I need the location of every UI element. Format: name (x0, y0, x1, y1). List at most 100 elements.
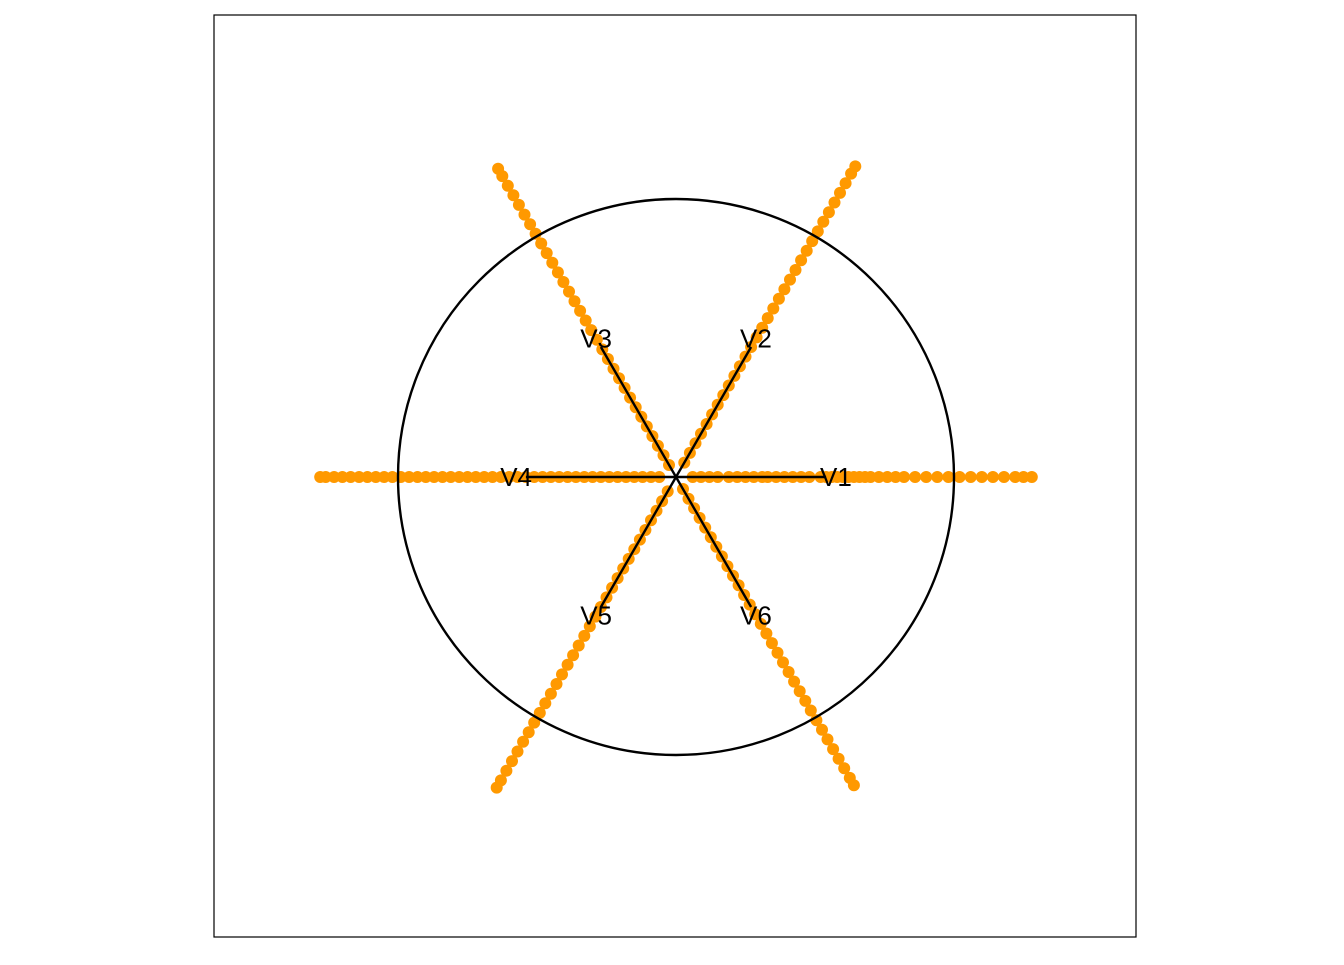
data-point (898, 471, 910, 483)
data-point (998, 471, 1010, 483)
data-point (579, 314, 592, 327)
data-point (804, 704, 817, 717)
data-point (816, 723, 828, 736)
variable-axis-v3 (599, 346, 678, 478)
data-point (314, 471, 327, 483)
variable-label-v5: V5 (580, 600, 612, 630)
data-point (403, 471, 416, 483)
variable-label-v6: V6 (740, 600, 772, 630)
data-point (750, 331, 763, 344)
data-point (864, 471, 877, 483)
data-point (784, 273, 796, 286)
data-point (806, 235, 819, 248)
variable-axes-layer (525, 346, 827, 608)
data-point (811, 225, 824, 238)
data-point (872, 471, 885, 483)
data-point (524, 218, 537, 231)
data-point (574, 304, 587, 317)
data-point (369, 471, 382, 483)
data-point (942, 471, 955, 483)
data-point (1009, 471, 1022, 483)
data-point (518, 208, 531, 221)
data-point (590, 333, 603, 346)
data-point (511, 745, 524, 758)
data-point (817, 215, 830, 228)
data-point (793, 685, 806, 698)
data-point (828, 196, 841, 209)
data-point (500, 764, 513, 777)
data-point (920, 471, 933, 483)
data-point (767, 302, 780, 315)
data-point (506, 755, 518, 768)
data-point (461, 471, 474, 483)
data-point (889, 471, 902, 483)
data-point (550, 678, 563, 690)
data-point (931, 471, 944, 483)
data-point (522, 726, 535, 739)
data-point (909, 471, 922, 483)
data-point (795, 254, 808, 267)
data-point (572, 639, 585, 652)
data-point (453, 471, 466, 483)
variable-axis-v6 (674, 476, 753, 608)
variable-label-v3: V3 (580, 324, 612, 354)
data-point (834, 186, 846, 199)
data-point (821, 733, 834, 746)
data-point (344, 471, 357, 483)
data-point (551, 266, 564, 279)
data-point (419, 471, 432, 483)
data-point (761, 312, 774, 325)
data-point (539, 697, 552, 710)
data-point (760, 627, 773, 640)
data-point (1017, 471, 1030, 483)
data-point (556, 668, 568, 681)
data-point (411, 471, 424, 483)
data-point (336, 471, 349, 483)
data-point (528, 716, 541, 729)
data-point (428, 471, 441, 483)
data-point (771, 646, 784, 659)
data-point (563, 285, 575, 298)
data-point (544, 687, 557, 700)
plot-frame (213, 14, 1137, 938)
data-point (789, 264, 802, 276)
data-point (839, 177, 852, 190)
variable-labels-layer: V1 V2 V3 V4 V5 V6 (500, 324, 852, 631)
data-point (511, 471, 524, 483)
data-point (975, 471, 988, 483)
data-point (822, 206, 835, 219)
data-point (503, 471, 516, 483)
data-point (486, 471, 499, 483)
variable-axis-v5 (599, 476, 678, 608)
data-point (529, 227, 542, 240)
data-point (492, 162, 505, 175)
data-point (953, 471, 966, 483)
data-point (778, 283, 791, 296)
data-point (788, 675, 801, 688)
data-point (772, 292, 785, 305)
data-point (827, 743, 840, 756)
data-point (810, 714, 823, 727)
data-point (849, 160, 862, 173)
variable-label-v1: V1 (820, 462, 852, 492)
data-point (328, 471, 341, 483)
data-point (540, 247, 553, 260)
data-point (567, 649, 580, 662)
data-point (568, 295, 581, 308)
data-point (557, 276, 570, 288)
data-point (533, 706, 546, 719)
data-point (512, 198, 525, 211)
data-point (800, 244, 813, 257)
data-point (578, 629, 591, 642)
data-point (799, 694, 812, 707)
data-point (756, 321, 769, 334)
data-point (361, 471, 374, 483)
data-point (1025, 471, 1038, 483)
data-point (353, 471, 366, 483)
data-point (444, 471, 457, 483)
data-point (494, 471, 507, 483)
data-point (964, 471, 977, 483)
data-point (501, 179, 514, 192)
data-point (589, 610, 602, 623)
